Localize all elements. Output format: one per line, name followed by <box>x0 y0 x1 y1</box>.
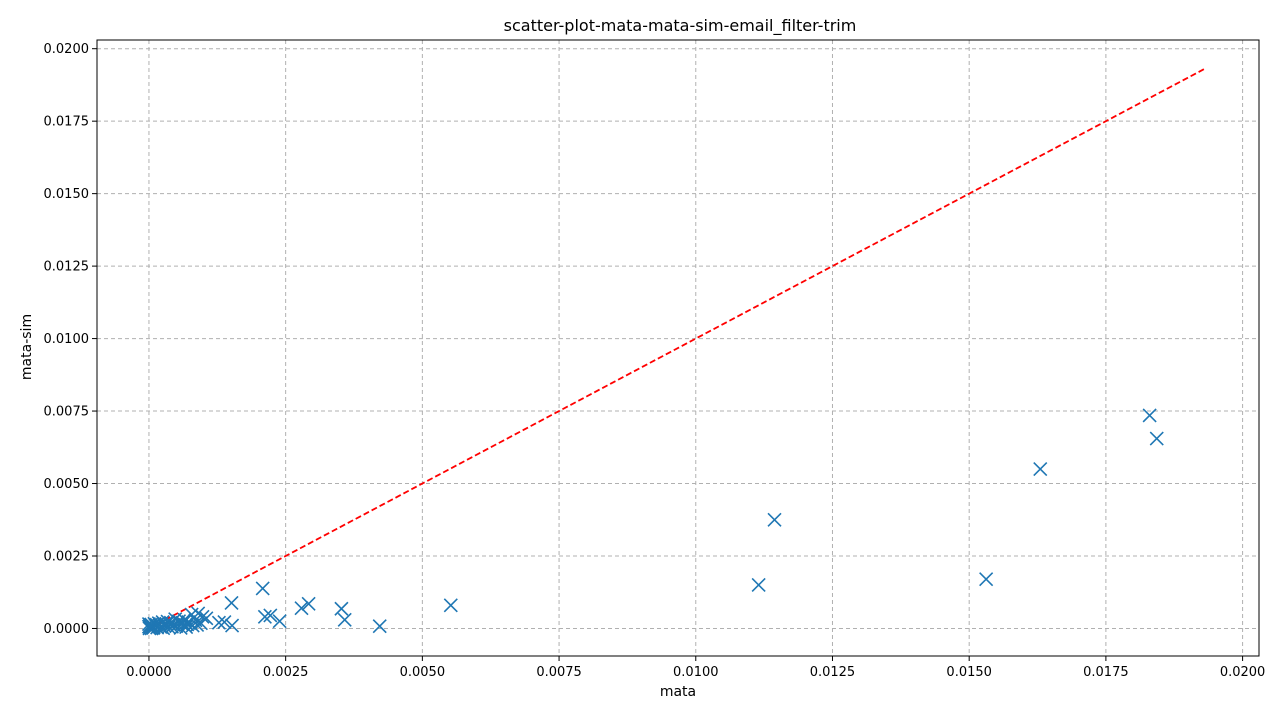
data-point-marker <box>156 621 171 636</box>
y-tick-label: 0.0100 <box>44 332 90 347</box>
y-tick-label: 0.0125 <box>44 260 90 275</box>
y-tick-label: 0.0150 <box>44 187 90 202</box>
data-point-marker <box>979 572 994 587</box>
data-point-marker <box>175 615 190 631</box>
x-tick-label: 0.0200 <box>1220 665 1266 680</box>
y-axis-label: mata-sim <box>19 314 35 380</box>
x-tick-label: 0.0000 <box>126 665 172 680</box>
x-tick-label: 0.0100 <box>673 665 719 680</box>
data-point-marker <box>1142 408 1157 423</box>
data-point-marker <box>142 621 157 636</box>
plot-frame <box>96 39 1260 657</box>
data-point-marker <box>294 601 309 616</box>
y-axis-ticks: 0.0000 0.0025 0.0050 0.0075 0.0100 0.0125 0.01… <box>44 42 97 637</box>
y-tick-label: 0.0000 <box>44 622 90 637</box>
data-point-marker <box>224 618 240 633</box>
data-point-marker <box>173 620 188 635</box>
x-tick-label: 0.0125 <box>810 665 856 680</box>
y-tick-label: 0.0025 <box>44 549 90 564</box>
data-point-marker <box>149 617 164 632</box>
x-tick-label: 0.0025 <box>263 665 309 680</box>
chart-title: scatter-plot-mata-mata-sim-email_filter-… <box>504 16 857 36</box>
data-point-marker <box>443 598 458 613</box>
data-point-marker <box>751 577 766 593</box>
x-axis-label: mata <box>660 684 696 700</box>
grid-lines <box>97 40 1259 656</box>
y-tick-label: 0.0075 <box>44 405 90 420</box>
data-point-marker <box>767 512 782 527</box>
data-point-marker <box>372 619 387 634</box>
data-point-marker <box>272 614 287 629</box>
data-point-marker <box>337 612 352 627</box>
reference-line <box>148 68 1205 630</box>
data-point-marker <box>263 608 278 623</box>
x-tick-label: 0.0175 <box>1083 665 1129 680</box>
data-points <box>141 408 1164 636</box>
x-tick-label: 0.0150 <box>946 665 992 680</box>
data-point-marker <box>211 615 227 630</box>
data-point-marker <box>224 595 239 611</box>
data-point-marker <box>255 581 270 596</box>
data-point-marker <box>217 615 232 630</box>
x-tick-label: 0.0050 <box>400 665 446 680</box>
data-point-marker <box>257 609 272 624</box>
x-axis-ticks: 0.0000 0.0025 0.0050 0.0075 0.0100 0.0125 0.01… <box>126 656 1265 680</box>
y-tick-label: 0.0050 <box>44 477 90 492</box>
data-point-marker <box>1149 431 1164 446</box>
y-tick-label: 0.0175 <box>44 115 90 130</box>
x-tick-label: 0.0075 <box>536 665 582 680</box>
data-point-marker <box>190 617 205 633</box>
data-point-marker <box>301 596 316 611</box>
data-point-marker <box>334 601 349 616</box>
reference-line-layer <box>148 68 1205 630</box>
data-point-marker <box>1033 461 1048 477</box>
y-tick-label: 0.0200 <box>44 42 90 57</box>
